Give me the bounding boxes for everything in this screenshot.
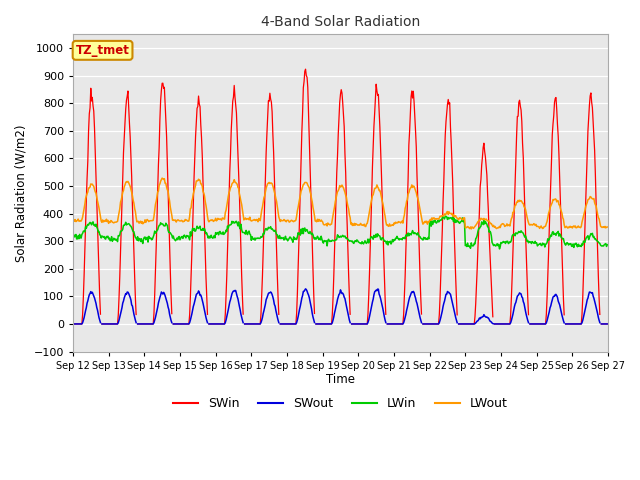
Text: TZ_tmet: TZ_tmet xyxy=(76,44,129,57)
Line: LWout: LWout xyxy=(73,178,607,229)
SWout xyxy=(421,321,429,327)
SWin xyxy=(217,321,225,327)
LWin xyxy=(216,228,224,234)
LWin xyxy=(604,242,611,248)
SWout xyxy=(189,307,196,313)
SWout xyxy=(406,295,413,300)
LWout xyxy=(158,175,166,181)
SWin xyxy=(189,226,196,232)
SWout xyxy=(604,321,611,327)
LWin xyxy=(495,246,503,252)
LWin xyxy=(188,230,196,236)
SWout xyxy=(217,321,225,327)
LWout xyxy=(79,214,86,220)
SWout xyxy=(134,321,142,327)
SWin xyxy=(79,312,86,317)
LWin xyxy=(420,236,428,242)
LWin xyxy=(405,233,413,239)
LWin xyxy=(134,234,141,240)
Line: SWin: SWin xyxy=(73,69,607,324)
Title: 4-Band Solar Radiation: 4-Band Solar Radiation xyxy=(261,15,420,29)
Line: SWout: SWout xyxy=(73,289,607,324)
SWin xyxy=(69,321,77,327)
SWin xyxy=(406,129,413,134)
LWout xyxy=(134,218,141,224)
LWout xyxy=(421,218,429,224)
LWout xyxy=(467,226,475,232)
SWout xyxy=(79,320,86,325)
LWout xyxy=(406,187,413,192)
LWout xyxy=(604,224,611,230)
X-axis label: Time: Time xyxy=(326,373,355,386)
LWout xyxy=(189,195,196,201)
LWin xyxy=(442,213,449,219)
SWin xyxy=(604,321,611,327)
LWout xyxy=(217,216,225,222)
Y-axis label: Solar Radiation (W/m2): Solar Radiation (W/m2) xyxy=(15,124,28,262)
LWin xyxy=(79,230,86,236)
SWin xyxy=(421,321,429,327)
Legend: SWin, SWout, LWin, LWout: SWin, SWout, LWin, LWout xyxy=(168,392,513,415)
LWout xyxy=(69,216,77,221)
LWin xyxy=(69,234,77,240)
SWout xyxy=(69,321,77,327)
SWin xyxy=(134,321,142,327)
Line: LWin: LWin xyxy=(73,216,607,249)
